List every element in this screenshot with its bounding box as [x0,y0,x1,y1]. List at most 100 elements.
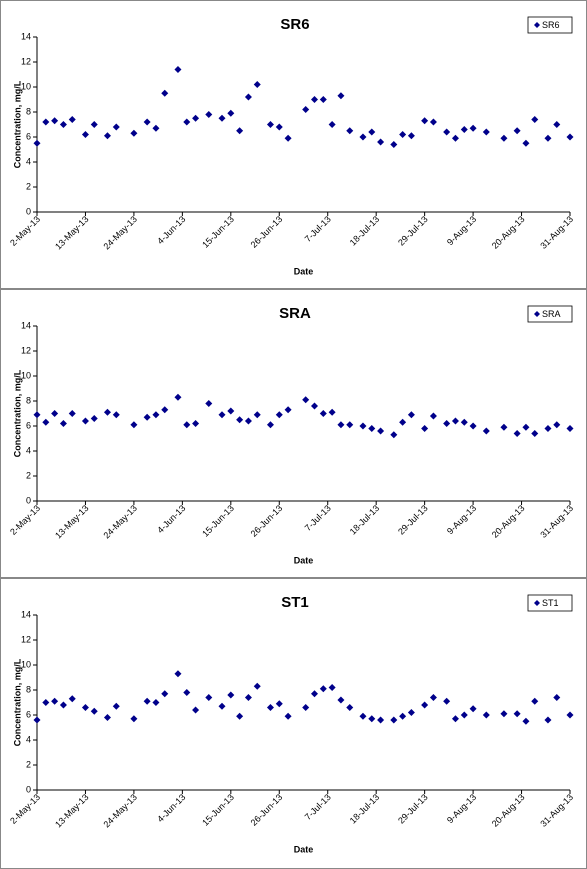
point [469,705,477,713]
y-tick-label: 4 [26,156,31,166]
point [407,132,415,140]
point [81,704,89,711]
point [407,709,415,716]
point [522,717,530,725]
point [244,93,252,101]
point [42,699,50,706]
y-tick-label: 6 [26,131,31,141]
point [482,711,490,719]
point [451,417,459,425]
x-axis-label: Date [294,266,314,276]
point [253,411,261,419]
point [183,689,191,696]
point [319,96,327,103]
point [311,402,319,410]
point [469,124,477,132]
point [377,716,385,724]
point [443,128,451,136]
point [522,139,530,147]
point [399,131,407,138]
chart-title: SR6 [280,16,309,33]
point [421,701,429,709]
point [90,121,98,128]
point [244,417,252,425]
point [513,430,521,437]
point [192,706,200,714]
y-tick-label: 4 [26,445,31,455]
point [399,418,407,426]
point [59,701,67,709]
y-tick-label: 12 [21,345,31,355]
point [59,420,67,427]
y-tick-label: 6 [26,420,31,430]
legend-label: ST1 [542,598,559,608]
point [443,420,451,427]
point [112,702,120,710]
point [544,716,552,724]
x-axis-label: Date [294,844,314,854]
point [544,425,552,432]
point [566,711,574,719]
point [130,715,138,723]
y-tick-label: 8 [26,684,31,694]
panel-border [0,289,587,578]
point [429,118,437,126]
point [451,134,459,142]
point [359,133,367,141]
point [531,430,539,437]
point [244,694,252,701]
point [284,406,292,414]
point [51,697,59,705]
point [513,127,521,135]
point [275,123,283,131]
point [337,92,345,100]
y-tick-label: 14 [21,320,31,330]
point [482,427,490,435]
point [500,423,508,431]
point [368,715,376,723]
point [266,704,274,711]
y-tick-label: 10 [21,81,31,91]
y-tick-label: 8 [26,106,31,116]
point [377,138,385,146]
y-tick-label: 14 [21,609,31,619]
legend-box [527,16,573,34]
point [103,714,111,721]
point [143,118,151,126]
point [183,118,191,126]
point [319,685,327,693]
point [390,141,398,148]
point [51,410,59,417]
point [451,715,459,723]
point [161,89,169,97]
point [421,117,429,125]
x-axis-label: Date [294,555,314,565]
point [359,422,367,430]
point [253,81,261,88]
point [460,418,468,426]
point [531,116,539,123]
point [161,406,169,414]
point [236,416,244,424]
point [103,408,111,416]
y-tick-label: 2 [26,759,31,769]
y-axis-label: Concentration, mg/L [12,658,22,746]
point [33,716,41,724]
point [531,697,539,705]
point [152,124,160,132]
point [112,411,120,419]
y-tick-label: 0 [26,495,31,505]
point [275,700,283,708]
point [205,400,213,407]
point [174,670,182,678]
point [284,134,292,142]
point [33,411,41,419]
chart-title: SRA [279,305,311,322]
point [174,393,182,401]
point [460,126,468,133]
point [227,407,235,415]
point [205,111,213,118]
point [192,114,200,122]
panel-border [0,0,587,289]
